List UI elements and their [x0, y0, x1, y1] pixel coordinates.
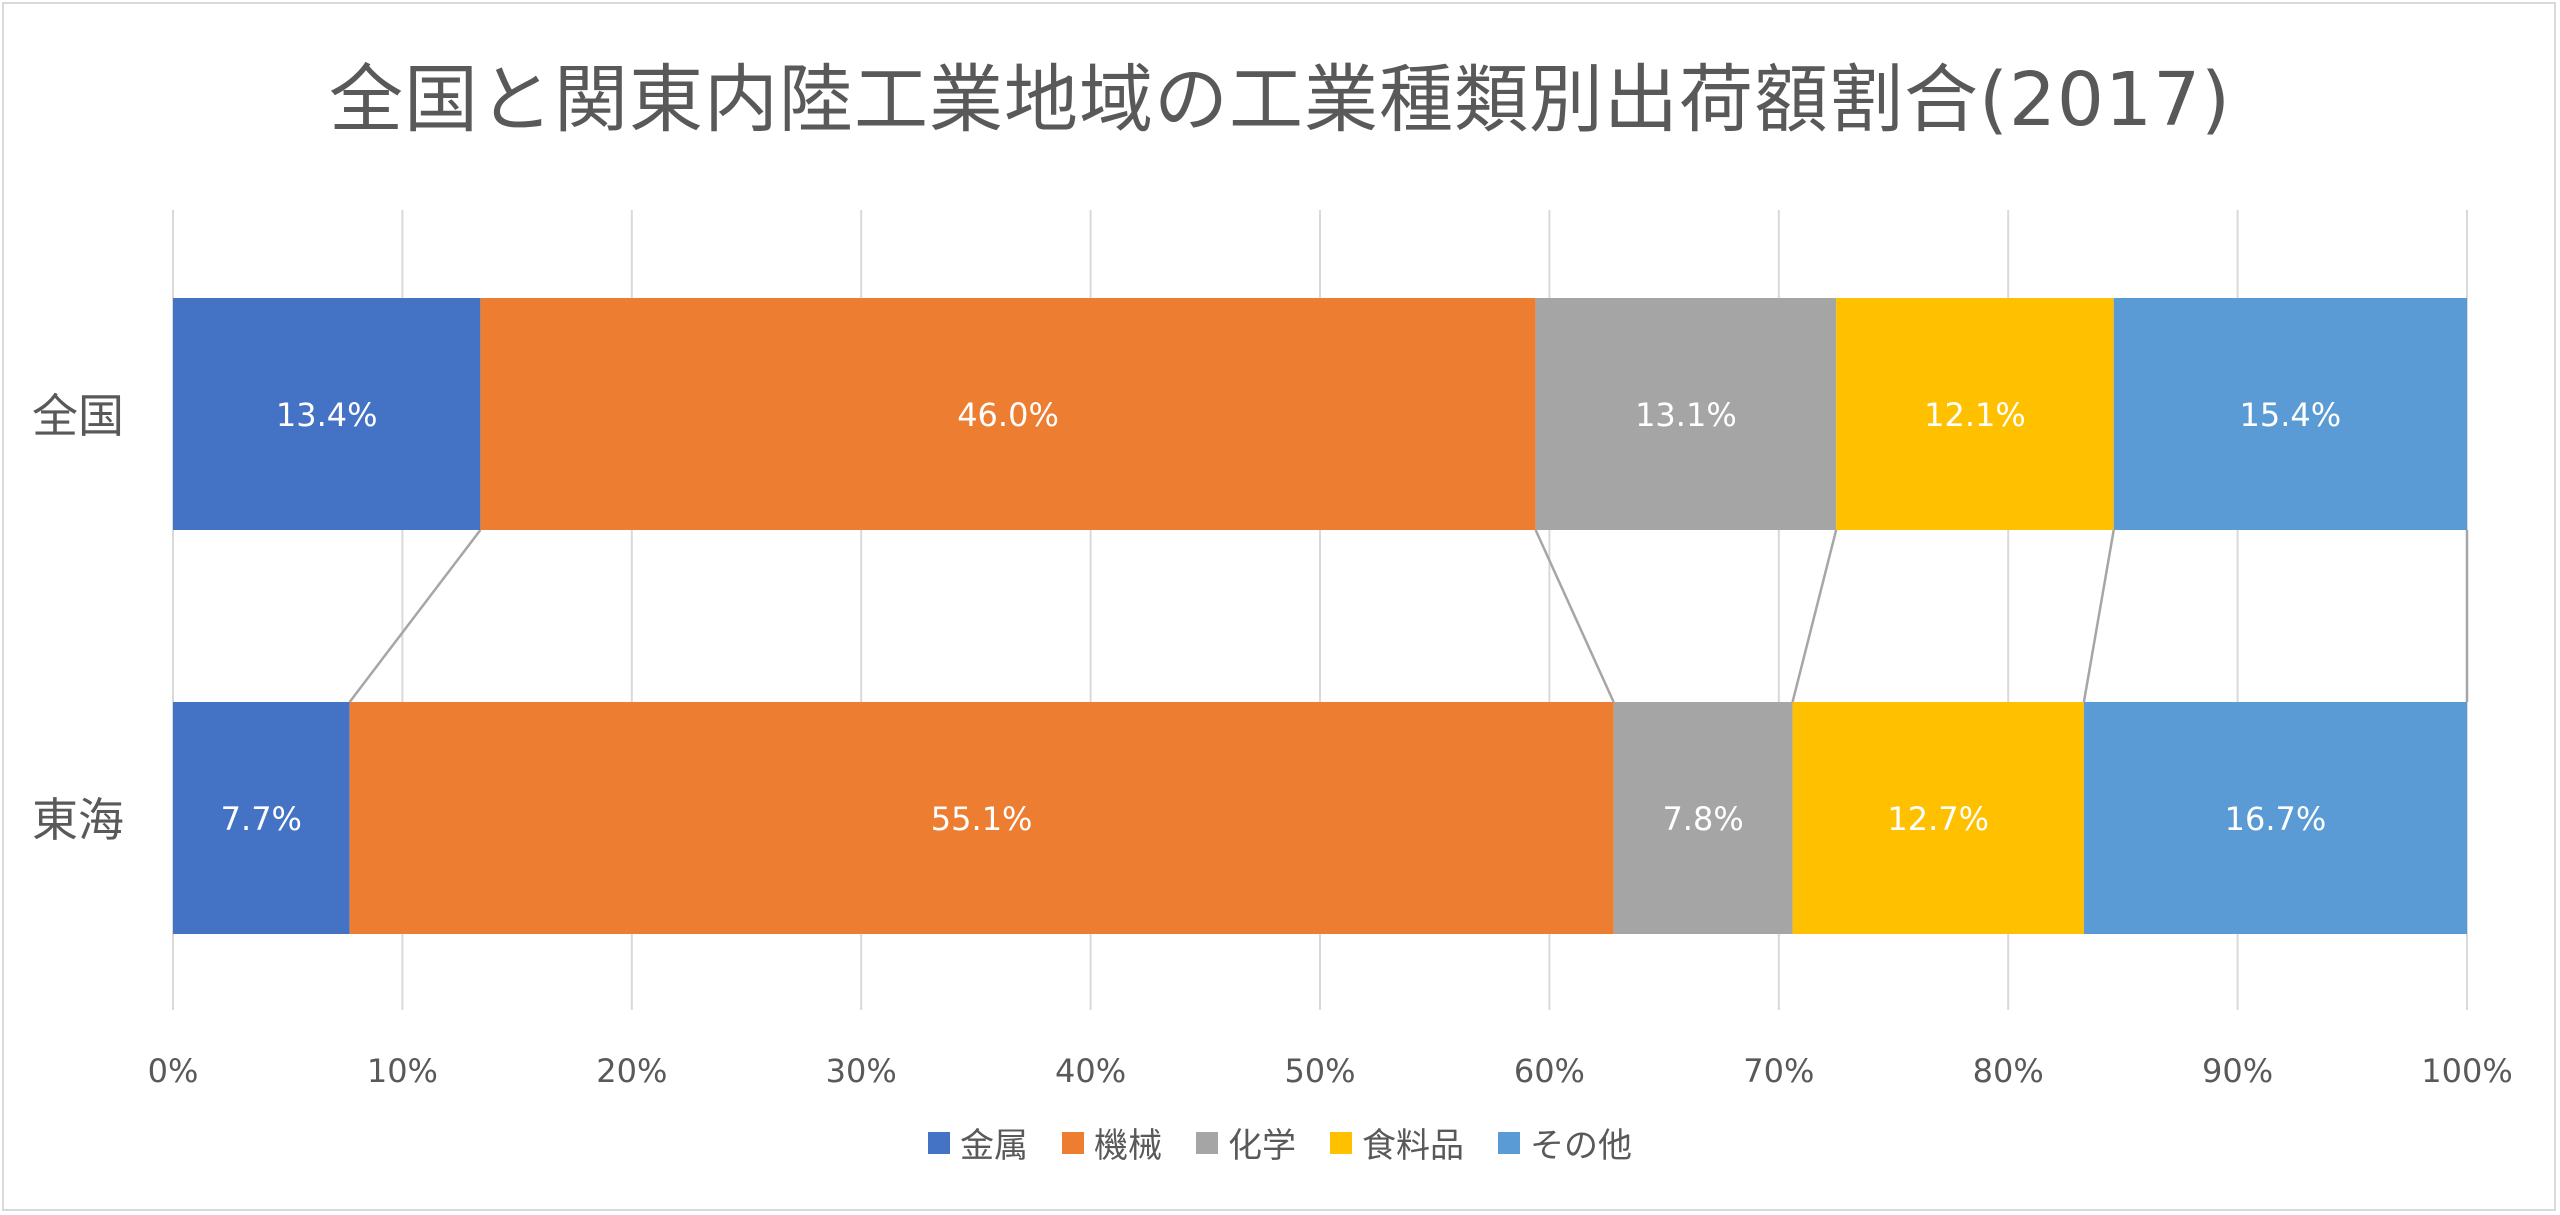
- data-label: 46.0%: [957, 396, 1059, 434]
- x-tick-label: 0%: [148, 1052, 199, 1090]
- bar-segment: [1535, 298, 1837, 530]
- category-label: 東海: [32, 793, 124, 847]
- bar-segment: [2113, 298, 2467, 530]
- data-label: 13.1%: [1635, 396, 1737, 434]
- legend-label: 金属: [960, 1126, 1028, 1166]
- series-line: [348, 529, 482, 703]
- bar-segment: [2083, 702, 2467, 934]
- legend-item: その他: [1498, 1118, 1632, 1167]
- x-tick-label: 40%: [1055, 1052, 1126, 1090]
- data-label: 16.7%: [2225, 800, 2327, 838]
- legend: 金属 機械 化学 食料品 その他: [0, 1118, 2560, 1167]
- legend-swatch: [1330, 1131, 1352, 1154]
- legend-label: 食料品: [1362, 1126, 1464, 1166]
- series-line: [1791, 529, 1838, 703]
- x-tick-label: 90%: [2202, 1052, 2273, 1090]
- data-label: 15.4%: [2240, 396, 2342, 434]
- bar-segment: [1613, 702, 1793, 934]
- bar-segment: [1836, 298, 2114, 530]
- data-label: 55.1%: [931, 800, 1033, 838]
- x-tick-label: 10%: [367, 1052, 438, 1090]
- category-label: 全国: [32, 389, 124, 443]
- series-line: [1534, 529, 1615, 703]
- x-tick-label: 20%: [596, 1052, 667, 1090]
- data-label: 12.1%: [1924, 396, 2026, 434]
- legend-label: 化学: [1228, 1126, 1296, 1166]
- bar-segment: [173, 702, 350, 934]
- x-tick-label: 30%: [826, 1052, 897, 1090]
- legend-swatch: [928, 1131, 950, 1154]
- legend-swatch: [1062, 1131, 1084, 1154]
- x-tick-label: 70%: [1743, 1052, 1814, 1090]
- legend-item: 化学: [1196, 1118, 1296, 1167]
- legend-item: 金属: [928, 1118, 1028, 1167]
- x-tick-label: 60%: [1514, 1052, 1585, 1090]
- x-tick-label: 50%: [1284, 1052, 1355, 1090]
- chart-title: 全国と関東内陸工業地域の工業種類別出荷額割合(2017): [328, 57, 2232, 143]
- x-tick-label: 100%: [2421, 1052, 2512, 1090]
- data-label: 12.7%: [1887, 800, 1989, 838]
- series-line: [2082, 529, 2115, 703]
- legend-label: 機械: [1094, 1126, 1162, 1166]
- data-label: 7.8%: [1662, 800, 1743, 838]
- bar-segment: [173, 298, 481, 530]
- data-label: 13.4%: [276, 396, 378, 434]
- legend-item: 食料品: [1330, 1118, 1464, 1167]
- bar-segment: [480, 298, 1536, 530]
- legend-swatch: [1196, 1131, 1218, 1154]
- legend-item: 機械: [1062, 1118, 1162, 1167]
- bar-segment: [349, 702, 1614, 934]
- legend-swatch: [1498, 1131, 1520, 1154]
- data-label: 7.7%: [221, 800, 302, 838]
- bar-segment: [1792, 702, 2084, 934]
- legend-label: その他: [1530, 1126, 1632, 1166]
- x-tick-label: 80%: [1973, 1052, 2044, 1090]
